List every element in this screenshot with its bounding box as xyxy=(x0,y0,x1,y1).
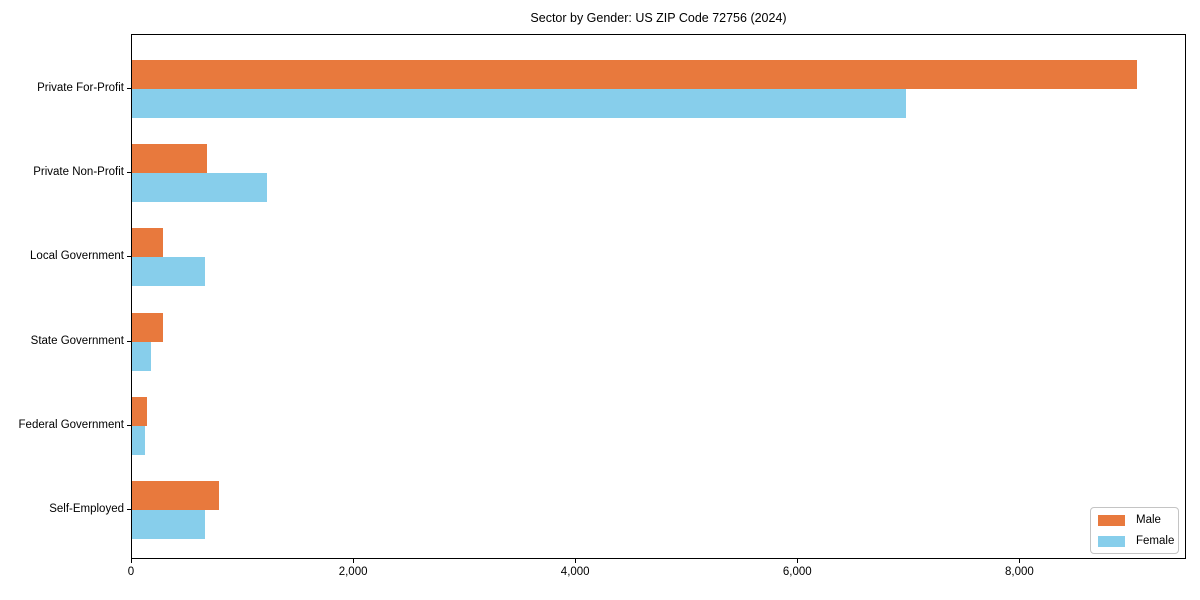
bar-male-6 xyxy=(132,481,220,510)
legend-label-female: Female xyxy=(1136,535,1175,547)
bar-female-1 xyxy=(132,89,906,118)
x-tick-label: 8,000 xyxy=(1005,566,1034,578)
x-tick-label: 6,000 xyxy=(782,566,812,578)
x-tick-mark xyxy=(575,559,577,563)
x-tick-label: 2,000 xyxy=(338,566,368,578)
legend-entry-female: Female xyxy=(1098,535,1174,547)
y-tick-label: Local Government xyxy=(30,250,124,263)
y-tick-label: Private Non-Profit xyxy=(33,166,124,179)
y-tick-mark xyxy=(127,256,131,258)
y-tick-mark xyxy=(127,172,131,174)
x-tick-label: 4,000 xyxy=(560,566,590,578)
bar-female-2 xyxy=(132,173,267,203)
x-tick-mark xyxy=(353,559,355,563)
x-tick-mark xyxy=(131,559,132,563)
male-series-swatch xyxy=(1098,514,1125,526)
x-tick-mark xyxy=(797,559,799,563)
y-tick-mark xyxy=(127,340,131,342)
y-tick-label: Federal Government xyxy=(18,418,124,431)
legend-label-male: Male xyxy=(1136,514,1161,526)
bar-male-2 xyxy=(132,144,207,174)
bar-male-4 xyxy=(132,312,164,342)
legend-entry-male: Male xyxy=(1098,514,1170,526)
y-tick-mark xyxy=(127,424,131,426)
y-tick-mark xyxy=(127,509,131,510)
y-tick-label: State Government xyxy=(30,334,124,347)
y-tick-label: Self-Employed xyxy=(49,503,124,515)
x-tick-label: 0 xyxy=(127,566,135,578)
x-tick-mark xyxy=(1019,559,1021,563)
bar-male-1 xyxy=(132,60,1137,89)
y-tick-label: Private For-Profit xyxy=(37,82,124,94)
bar-male-5 xyxy=(132,396,147,426)
bar-male-3 xyxy=(132,228,164,258)
bar-female-4 xyxy=(132,341,151,371)
bar-female-6 xyxy=(132,510,206,539)
chart-title: Sector by Gender: US ZIP Code 72756 (202… xyxy=(530,11,787,25)
bar-female-5 xyxy=(132,425,146,455)
plot-area xyxy=(131,34,1186,559)
bar-female-3 xyxy=(132,257,206,287)
female-series-swatch xyxy=(1098,535,1125,547)
legend: Male Female xyxy=(1090,507,1179,554)
y-tick-mark xyxy=(127,88,131,89)
